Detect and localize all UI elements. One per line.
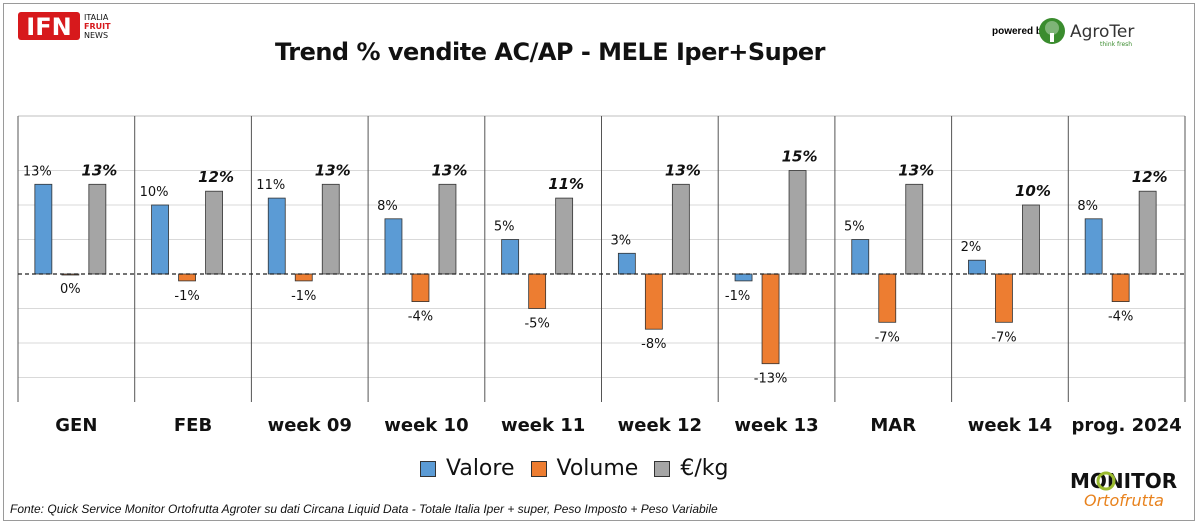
data-label-eurkg-8: 10%: [1015, 182, 1051, 200]
data-label-eurkg-5: 13%: [665, 161, 701, 179]
ifn-logo-sub-1: ITALIA: [84, 13, 109, 22]
bar-eurkg-8: [1022, 204, 1040, 275]
source-note: Fonte: Quick Service Monitor Ortofrutta …: [10, 502, 718, 516]
data-label-valore-0: 13%: [23, 164, 52, 179]
bar-valore-8: [968, 259, 986, 275]
data-label-volume-7: -7%: [875, 330, 900, 345]
data-label-eurkg-2: 13%: [315, 161, 351, 179]
chart-title: Trend % vendite AC/AP - MELE Iper+Super: [275, 38, 826, 66]
bar-valore-9: [1084, 218, 1103, 275]
data-label-valore-7: 5%: [844, 220, 865, 235]
category-label-5: week 12: [618, 415, 702, 436]
data-label-volume-9: -4%: [1108, 310, 1133, 325]
bar-valore-2: [267, 197, 286, 275]
category-label-8: week 14: [968, 415, 1052, 436]
legend-swatch-eurkg: [654, 460, 671, 477]
category-label-7: MAR: [870, 415, 916, 436]
data-label-volume-5: -8%: [641, 337, 666, 352]
data-label-volume-1: -1%: [174, 289, 199, 304]
data-label-volume-8: -7%: [991, 330, 1016, 345]
bar-valore-5: [617, 252, 636, 275]
data-label-eurkg-7: 13%: [898, 161, 934, 179]
bar-eurkg-4: [555, 197, 574, 275]
bar-eurkg-0: [88, 183, 107, 275]
agroter-name: AgroTer: [1070, 22, 1134, 42]
data-label-valore-8: 2%: [961, 240, 982, 255]
italia-fruit-news-logo: IFN ITALIA FRUIT NEWS: [18, 12, 128, 47]
bar-volume-1: [178, 273, 196, 282]
chart-frame: [3, 3, 1195, 521]
legend-item-volume: Volume: [530, 456, 639, 481]
agroter-tagline: think fresh: [1100, 41, 1132, 48]
bar-valore-3: [384, 218, 403, 275]
legend-label-eurkg: €/kg: [680, 456, 729, 481]
bar-volume-3: [411, 273, 430, 303]
category-label-2: week 09: [268, 415, 352, 436]
data-label-volume-0: 0%: [60, 282, 81, 297]
data-label-valore-4: 5%: [494, 220, 515, 235]
legend-swatch-valore: [420, 460, 436, 477]
ifn-logo-sub-2: FRUIT: [84, 22, 111, 31]
agroter-tree-icon: [1039, 18, 1065, 44]
bar-volume-5: [644, 273, 663, 330]
data-label-eurkg-6: 15%: [782, 148, 818, 166]
bar-volume-2: [294, 273, 313, 282]
monitor-ortofrutta-logo: MONITOR Ortofrutta: [1068, 468, 1192, 517]
monitor-logo-line2: Ortofrutta: [1084, 491, 1164, 510]
bar-valore-7: [851, 239, 870, 275]
bar-eurkg-5: [671, 183, 690, 275]
data-label-eurkg-0: 13%: [81, 161, 117, 179]
ifn-logo-background: [18, 12, 80, 40]
monitor-logo-line1: MONITOR: [1070, 469, 1177, 493]
bar-valore-6: [734, 273, 753, 282]
data-label-valore-5: 3%: [611, 233, 632, 248]
data-label-eurkg-4: 11%: [548, 175, 584, 193]
bar-eurkg-6: [788, 170, 807, 275]
bar-volume-6: [761, 273, 780, 365]
data-label-valore-2: 11%: [256, 178, 285, 193]
data-label-eurkg-1: 12%: [198, 168, 234, 186]
data-label-valore-6: -1%: [725, 289, 750, 304]
bar-valore-4: [501, 239, 520, 275]
category-label-1: FEB: [174, 415, 212, 436]
legend-item-eurkg: €/kg: [654, 456, 728, 481]
bar-eurkg-7: [905, 183, 924, 275]
agroter-logo: AgroTer think fresh: [1038, 15, 1148, 56]
bar-valore-0: [34, 183, 53, 275]
legend-swatch-volume: [530, 460, 547, 477]
bar-eurkg-2: [321, 183, 340, 275]
bar-volume-9: [1111, 273, 1130, 303]
bar-eurkg-1: [205, 190, 223, 275]
category-label-6: week 13: [734, 415, 818, 436]
bar-volume-8: [995, 273, 1013, 323]
ifn-logo-sub-3: NEWS: [84, 31, 108, 40]
bar-volume-4: [528, 273, 547, 309]
monitor-ring-icon: [1096, 471, 1116, 491]
data-label-volume-2: -1%: [291, 289, 316, 304]
bar-volume-7: [878, 273, 897, 323]
bar-valore-1: [151, 204, 169, 275]
category-label-0: GEN: [55, 415, 97, 436]
data-label-volume-3: -4%: [408, 310, 433, 325]
data-label-valore-1: 10%: [140, 185, 169, 200]
category-label-9: prog. 2024: [1072, 415, 1182, 436]
data-label-eurkg-9: 12%: [1132, 168, 1168, 186]
ifn-logo-text: IFN: [26, 13, 71, 41]
data-label-volume-6: -13%: [754, 372, 788, 387]
legend-label-valore: Valore: [446, 456, 515, 481]
legend-label-volume: Volume: [556, 456, 639, 481]
chart-legend: Valore Volume €/kg: [420, 456, 728, 481]
data-label-valore-9: 8%: [1077, 199, 1098, 214]
data-label-valore-3: 8%: [377, 199, 398, 214]
bar-eurkg-9: [1138, 190, 1157, 275]
data-label-eurkg-3: 13%: [431, 161, 467, 179]
powered-by-label: powered by: [992, 26, 1048, 37]
legend-item-valore: Valore: [420, 456, 515, 481]
category-label-4: week 11: [501, 415, 585, 436]
data-label-volume-4: -5%: [524, 317, 549, 332]
category-label-3: week 10: [384, 415, 468, 436]
bar-eurkg-3: [438, 183, 457, 275]
